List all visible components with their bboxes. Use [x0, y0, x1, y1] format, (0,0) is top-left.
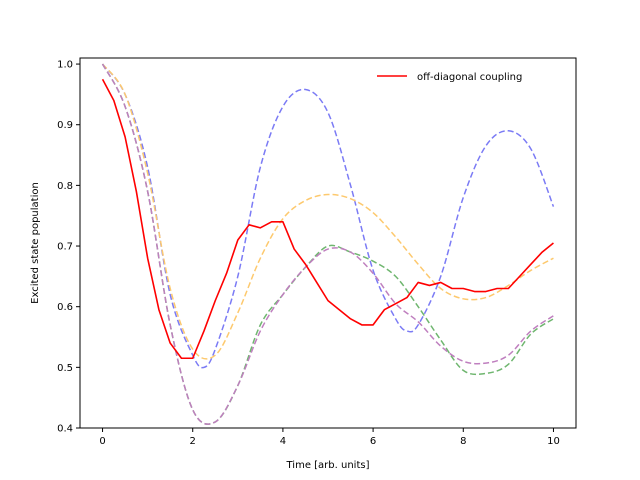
y-tick-label: 0.7	[57, 242, 73, 253]
ticks-layer: 0 2 4 6 8 10 0.4 0.5 0.6 0.7 0.8 0.9 1.0	[57, 60, 560, 447]
series-line-orange-dashed	[101, 63, 554, 360]
x-tick-label: 4	[280, 436, 286, 447]
y-tick-label: 0.6	[57, 302, 73, 313]
x-tick-label: 2	[190, 436, 196, 447]
legend-label-off-diagonal-coupling: off-diagonal coupling	[417, 72, 522, 83]
y-tick-label: 1.0	[57, 60, 73, 71]
x-tick-label: 10	[547, 436, 560, 447]
x-tick-label: 6	[370, 436, 376, 447]
legend: off-diagonal coupling	[377, 72, 522, 83]
x-tick-label: 8	[460, 436, 466, 447]
x-tick-label: 0	[99, 436, 105, 447]
x-axis-label: Time [arb. units]	[286, 460, 370, 471]
y-tick-label: 0.4	[57, 424, 73, 435]
plot-frame	[79, 57, 577, 429]
series-line-green-dashed	[101, 63, 554, 425]
y-tick-label: 0.5	[57, 363, 73, 374]
series-layer	[101, 63, 555, 425]
series-line-blue-dashed	[101, 63, 555, 369]
y-axis-label: Excited state population	[30, 182, 41, 304]
series-line-off-diagonal-coupling	[101, 78, 554, 360]
y-tick-label: 0.8	[57, 181, 73, 192]
series-line-purple-dashed	[101, 63, 554, 425]
y-tick-label: 0.9	[57, 120, 73, 131]
